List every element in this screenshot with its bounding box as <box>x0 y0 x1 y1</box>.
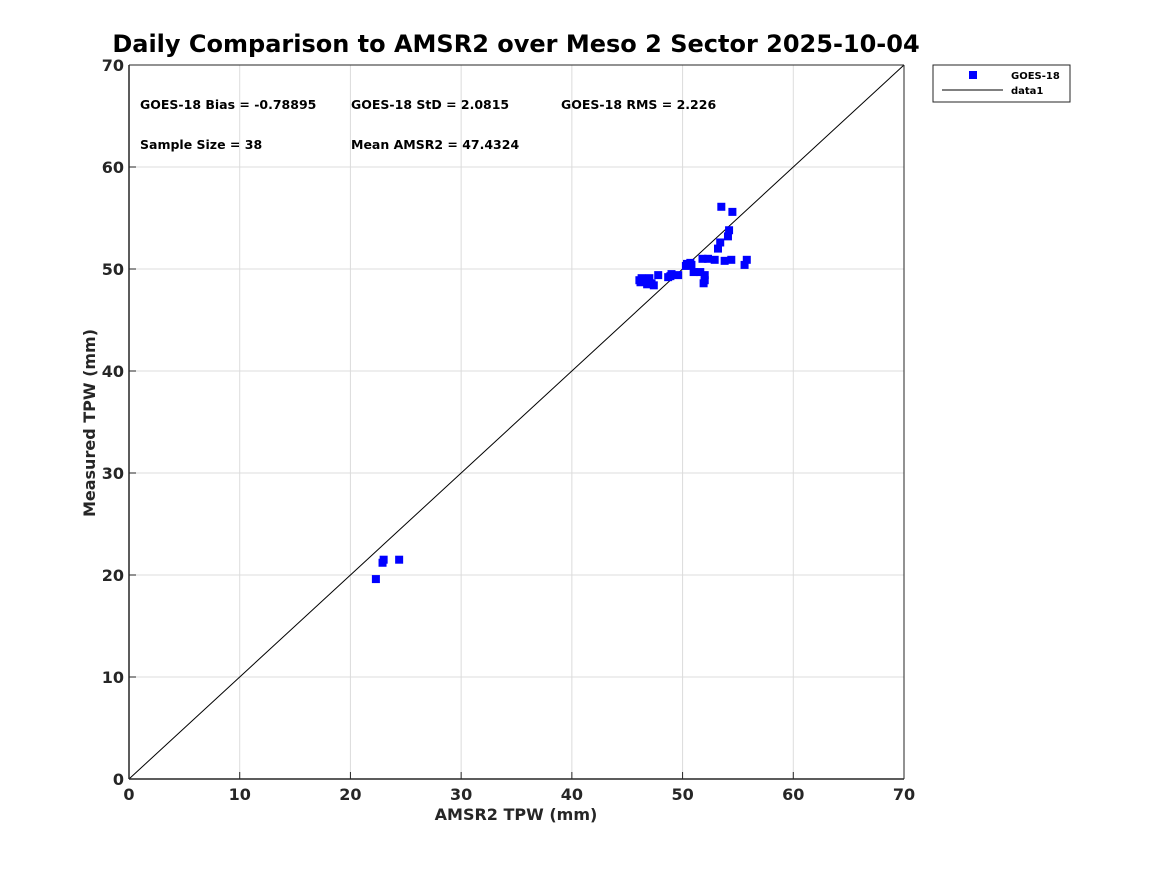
y-tick-label: 20 <box>102 566 124 585</box>
x-tick-label: 0 <box>123 785 134 804</box>
y-axis-label: Measured TPW (mm) <box>80 329 99 517</box>
x-tick-label: 40 <box>561 785 583 804</box>
data-point <box>704 254 713 263</box>
data-point <box>710 255 719 264</box>
data-point <box>643 280 652 289</box>
data-point <box>716 238 725 247</box>
y-tick-label: 50 <box>102 260 124 279</box>
stats-annotation: GOES-18 Bias = -0.78895 <box>140 97 316 112</box>
data-point <box>687 260 696 269</box>
data-point <box>727 255 736 264</box>
data-point <box>645 274 654 283</box>
data-point <box>723 232 732 241</box>
data-point <box>742 255 751 264</box>
data-point <box>683 259 691 268</box>
data-point <box>654 271 663 280</box>
y-tick-label: 70 <box>102 56 124 75</box>
legend: GOES-18 data1 <box>932 64 1071 103</box>
data-point <box>720 256 729 265</box>
data-point <box>666 272 675 281</box>
x-tick-label: 20 <box>339 785 361 804</box>
data-point <box>649 281 658 290</box>
data-point <box>740 260 749 269</box>
data-point <box>714 244 722 253</box>
data-point <box>379 555 388 564</box>
legend-label: GOES-18 <box>1011 71 1060 82</box>
x-tick-label: 60 <box>782 785 804 804</box>
chart-title: Daily Comparison to AMSR2 over Meso 2 Se… <box>112 30 919 58</box>
data-point <box>696 268 705 277</box>
x-tick-label: 70 <box>893 785 915 804</box>
stats-annotation: GOES-18 RMS = 2.226 <box>561 97 716 112</box>
data-point <box>700 276 709 285</box>
stats-annotation: Sample Size = 38 <box>140 137 262 152</box>
y-tick-label: 10 <box>102 668 124 687</box>
legend-box <box>932 64 1071 103</box>
legend-marker-GOES-18 <box>969 71 977 79</box>
data-point <box>674 271 683 280</box>
stats-annotation: GOES-18 StD = 2.0815 <box>351 97 509 112</box>
data-point <box>371 575 380 584</box>
y-tick-label: 40 <box>102 362 124 381</box>
x-axis-label: AMSR2 TPW (mm) <box>435 805 598 824</box>
y-tick-label: 0 <box>113 770 124 789</box>
x-tick-label: 30 <box>450 785 472 804</box>
data-point <box>395 555 404 564</box>
data-point <box>689 268 698 277</box>
x-tick-label: 10 <box>229 785 251 804</box>
data-point <box>728 207 737 216</box>
y-tick-label: 60 <box>102 158 124 177</box>
x-tick-label: 50 <box>671 785 693 804</box>
data-point <box>698 254 707 263</box>
series-line-data1 <box>128 64 905 780</box>
data-point <box>635 276 644 285</box>
data-point <box>717 202 726 211</box>
y-tick-label: 30 <box>102 464 124 483</box>
stats-annotation: Mean AMSR2 = 47.4324 <box>351 137 519 152</box>
plot-area: 0 10 20 30 40 50 60 70 0 10 20 30 40 50 60 70 GOES-18 Bi… <box>102 56 915 804</box>
data-point <box>725 226 734 235</box>
legend-label: data1 <box>1011 86 1043 97</box>
data-point <box>700 271 709 280</box>
